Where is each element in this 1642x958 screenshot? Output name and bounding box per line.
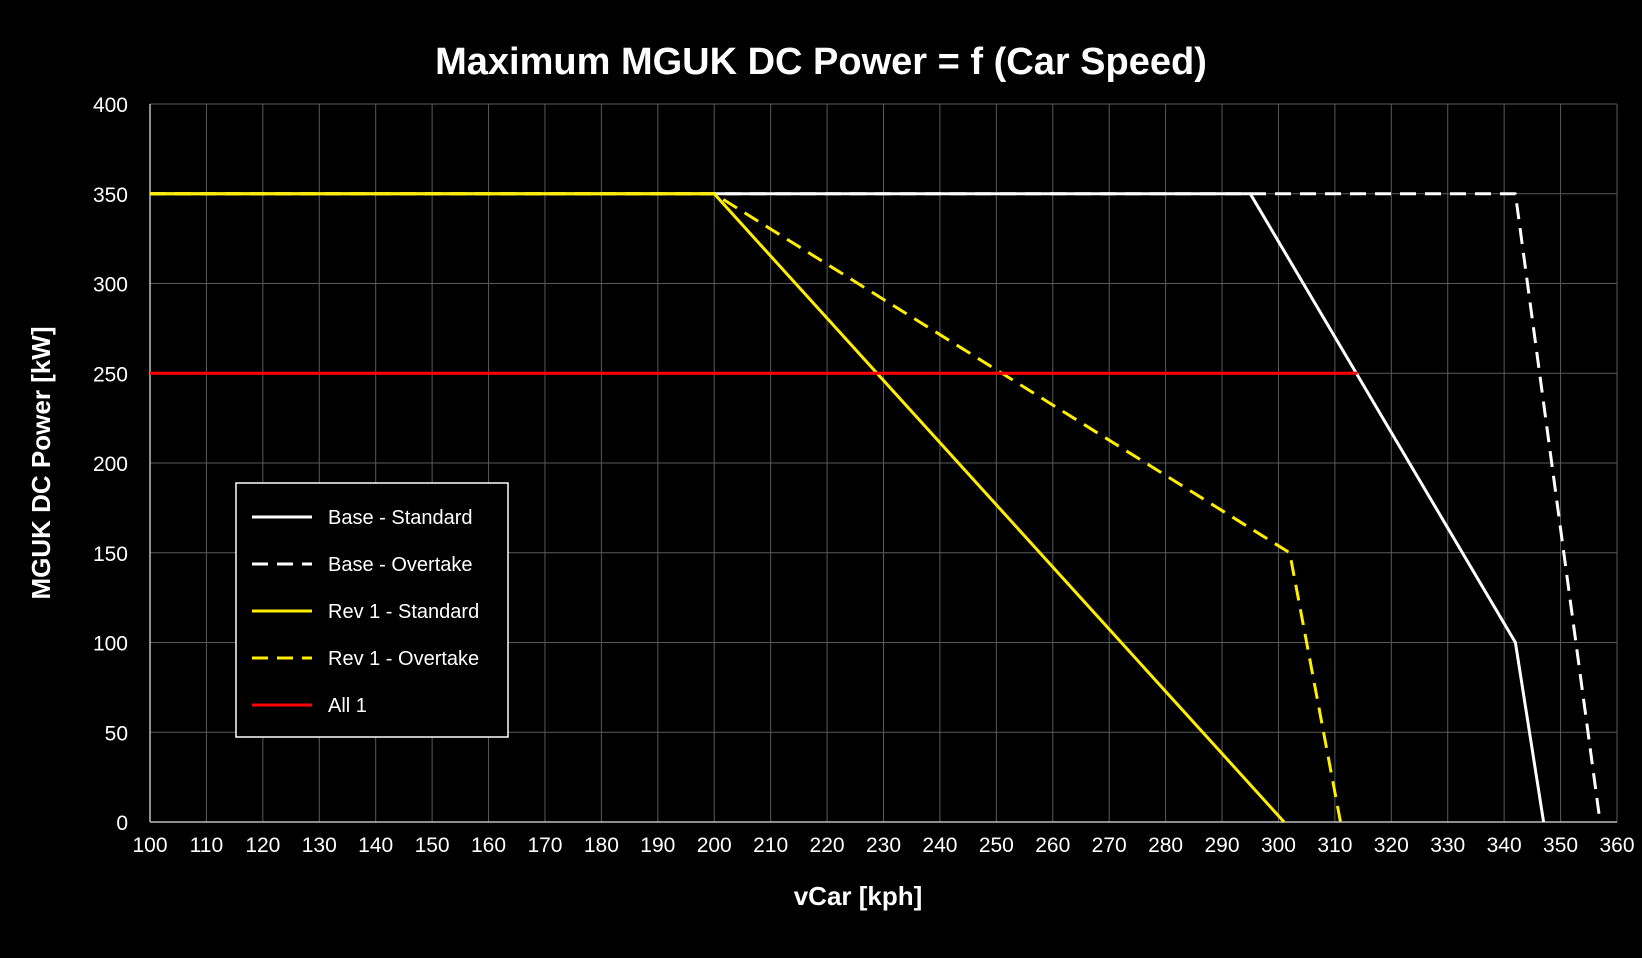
x-tick-label-2: 120 bbox=[245, 834, 280, 857]
y-tick-label-5: 250 bbox=[93, 363, 128, 386]
x-tick-label-24: 340 bbox=[1487, 834, 1522, 857]
x-tick-label-21: 310 bbox=[1317, 834, 1352, 857]
x-tick-label-0: 100 bbox=[132, 834, 167, 857]
x-tick-label-23: 330 bbox=[1430, 834, 1465, 857]
y-tick-label-6: 300 bbox=[93, 274, 128, 297]
x-tick-label-14: 240 bbox=[922, 834, 957, 857]
x-tick-label-11: 210 bbox=[753, 834, 788, 857]
grid bbox=[149, 103, 1618, 823]
x-tick-label-16: 260 bbox=[1035, 834, 1070, 857]
x-tick-label-20: 300 bbox=[1261, 834, 1296, 857]
x-tick-label-7: 170 bbox=[527, 834, 562, 857]
x-tick-label-13: 230 bbox=[866, 834, 901, 857]
y-tick-label-2: 100 bbox=[93, 633, 128, 656]
x-tick-label-15: 250 bbox=[979, 834, 1014, 857]
y-tick-label-4: 200 bbox=[93, 453, 128, 476]
x-tick-labels: 100 110 120 130 140 150 160 170 180 190 200 210 220 2… bbox=[132, 834, 1634, 857]
x-tick-label-19: 290 bbox=[1205, 834, 1240, 857]
y-tick-label-8: 400 bbox=[93, 94, 128, 117]
x-tick-label-4: 140 bbox=[358, 834, 393, 857]
x-tick-label-17: 270 bbox=[1092, 834, 1127, 857]
x-tick-label-26: 360 bbox=[1599, 834, 1634, 857]
legend-label-rev-1-overtake: Rev 1 - Overtake bbox=[328, 648, 479, 670]
x-tick-label-22: 320 bbox=[1374, 834, 1409, 857]
x-tick-label-10: 200 bbox=[697, 834, 732, 857]
legend-label-all-1: All 1 bbox=[328, 695, 367, 717]
x-tick-label-9: 190 bbox=[640, 834, 675, 857]
x-axis-label: vCar [kph] bbox=[794, 881, 923, 911]
x-tick-label-18: 280 bbox=[1148, 834, 1183, 857]
x-tick-label-3: 130 bbox=[302, 834, 337, 857]
axes bbox=[149, 104, 1617, 823]
x-tick-label-25: 350 bbox=[1543, 834, 1578, 857]
legend-label-rev-1-standard: Rev 1 - Standard bbox=[328, 601, 479, 623]
y-tick-label-3: 150 bbox=[93, 543, 128, 566]
series-lines bbox=[150, 192, 1602, 824]
legend-label-base-overtake: Base - Overtake bbox=[328, 554, 473, 576]
y-tick-label-1: 50 bbox=[105, 722, 128, 745]
x-tick-label-8: 180 bbox=[584, 834, 619, 857]
y-tick-labels: 0 50 100 150 200 250 300 350 400 bbox=[93, 94, 128, 835]
y-tick-label-7: 350 bbox=[93, 184, 128, 207]
y-tick-label-0: 0 bbox=[116, 812, 128, 835]
legend: Base - Standard Base - Overtake Rev 1 - St… bbox=[235, 482, 509, 738]
x-tick-label-5: 150 bbox=[415, 834, 450, 857]
x-tick-label-12: 220 bbox=[810, 834, 845, 857]
legend-label-base-standard: Base - Standard bbox=[328, 507, 473, 529]
y-axis-label: MGUK DC Power [kW] bbox=[26, 327, 56, 600]
chart-title: Maximum MGUK DC Power = f (Car Speed) bbox=[435, 41, 1207, 83]
x-tick-label-1: 110 bbox=[190, 834, 223, 857]
x-tick-label-6: 160 bbox=[471, 834, 506, 857]
